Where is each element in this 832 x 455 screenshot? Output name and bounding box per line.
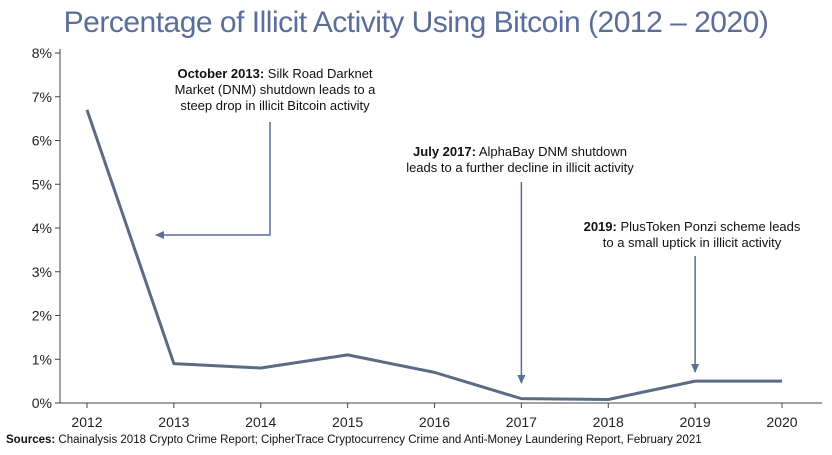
- annotation-alphabay: July 2017: AlphaBay DNM shutdown leads t…: [385, 144, 655, 176]
- annotation-alphabay-date: July 2017:: [413, 144, 476, 159]
- annotation-silk-road-line-3: steep drop in illicit Bitcoin activity: [180, 98, 370, 113]
- series-line-group: [85, 109, 783, 401]
- y-tick-labels: 0% 1% 2% 3% 4% 5% 6% 7% 8%: [32, 45, 60, 411]
- annotation-silk-road-line-1: Silk Road Darknet: [264, 66, 373, 81]
- x-tick-label: 2012: [71, 414, 102, 430]
- chart-title: Percentage of Illicit Activity Using Bit…: [63, 6, 769, 39]
- x-tick-label: 2013: [158, 414, 189, 430]
- x-tick-label: 2014: [245, 414, 276, 430]
- annotation-plustoken-date: 2019:: [583, 219, 617, 234]
- x-tick-label: 2017: [506, 414, 537, 430]
- source-note: Sources: Chainalysis 2018 Crypto Crime R…: [6, 434, 832, 446]
- y-tick-label: 4%: [32, 220, 52, 236]
- silk-road-arrow: [155, 122, 271, 239]
- x-tick-label: 2019: [680, 414, 711, 430]
- y-tick-label: 6%: [32, 133, 52, 149]
- source-text: Chainalysis 2018 Crypto Crime Report; Ci…: [55, 434, 702, 446]
- y-tick-label: 7%: [32, 89, 52, 105]
- y-tick-label: 5%: [32, 176, 52, 192]
- y-tick-label: 0%: [32, 395, 52, 411]
- annotation-alphabay-line-1: AlphaBay DNM shutdown: [475, 144, 627, 159]
- y-tick-label: 1%: [32, 351, 52, 367]
- annotation-plustoken-line-1: PlusToken Ponzi scheme leads: [616, 219, 801, 234]
- source-label: Sources:: [6, 434, 56, 446]
- x-tick-label: 2020: [766, 414, 797, 430]
- x-tick-label: 2015: [332, 414, 363, 430]
- x-tick-labels: 2012 2013 2014 2015 2016 2017 2018 2019 2020: [71, 403, 798, 430]
- annotation-silk-road-line-2: Market (DNM) shutdown leads to a: [174, 82, 376, 97]
- x-tick-label: 2018: [593, 414, 624, 430]
- x-tick-label: 2016: [419, 414, 450, 430]
- annotation-alphabay-line-2: leads to a further decline in illicit ac…: [406, 160, 634, 175]
- annotation-silk-road-date: October 2013:: [177, 66, 265, 81]
- annotation-arrows: [155, 122, 700, 384]
- annotation-plustoken: 2019: PlusToken Ponzi scheme leads to a …: [572, 219, 812, 251]
- y-tick-label: 3%: [32, 264, 52, 280]
- annotation-plustoken-line-2: to a small uptick in illicit activity: [602, 235, 782, 250]
- y-tick-label: 2%: [32, 308, 52, 324]
- y-tick-label: 8%: [32, 45, 52, 61]
- annotation-silk-road: October 2013: Silk Road Darknet Market (…: [150, 66, 400, 114]
